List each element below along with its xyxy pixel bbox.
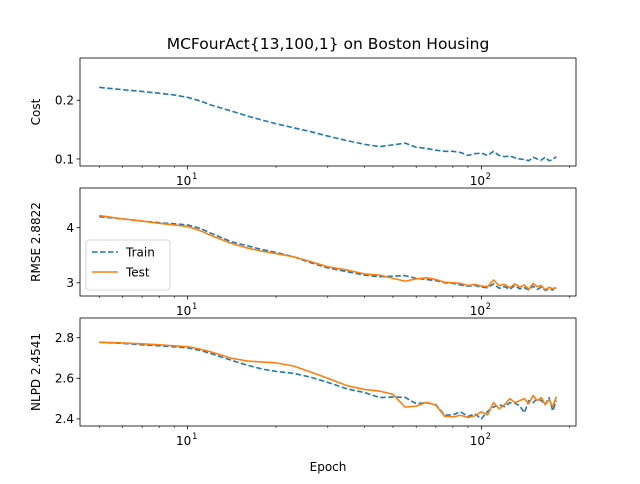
legend-label-test: Test — [125, 266, 150, 280]
x-tick-label: 10 — [176, 174, 191, 188]
y-tick-label: 2.6 — [55, 372, 74, 386]
y-tick-label: 0.2 — [55, 94, 74, 108]
legend: Train Test — [85, 239, 171, 291]
axes-frame — [79, 187, 577, 297]
x-tick-label-exponent: 2 — [486, 432, 491, 442]
series-line-test — [99, 341, 558, 419]
series-line-train — [99, 215, 557, 292]
x-tick-label: 10 — [470, 434, 485, 448]
axes-frame — [79, 57, 577, 167]
legend-box — [85, 239, 171, 291]
x-tick-label-exponent: 1 — [192, 302, 197, 312]
x-tick-label: 10 — [176, 434, 191, 448]
series-line-train — [99, 86, 557, 162]
x-tick-label-exponent: 1 — [192, 432, 197, 442]
x-tick-label: 10 — [470, 174, 485, 188]
x-axis-label: Epoch — [310, 460, 347, 474]
y-axis-label: RMSE 2.8822 — [29, 202, 43, 282]
x-tick-label: 10 — [470, 304, 485, 318]
figure-title: MCFourAct{13,100,1} on Boston Housing — [167, 35, 490, 53]
series-line-test — [99, 214, 557, 291]
axes-frame — [79, 317, 577, 427]
y-tick-label: 3 — [66, 276, 74, 290]
x-tick-label-exponent: 1 — [192, 172, 197, 182]
y-tick-label: 2.4 — [55, 412, 74, 426]
y-tick-label: 4 — [66, 221, 74, 235]
legend-label-train: Train — [125, 246, 155, 260]
y-tick-label: 2.8 — [55, 331, 74, 345]
y-axis-label: Cost — [29, 98, 43, 125]
y-tick-label: 0.1 — [55, 152, 74, 166]
x-tick-label-exponent: 2 — [486, 302, 491, 312]
x-tick-label-exponent: 2 — [486, 172, 491, 182]
y-axis-label: NLPD 2.4541 — [29, 333, 43, 411]
x-tick-label: 10 — [176, 304, 191, 318]
